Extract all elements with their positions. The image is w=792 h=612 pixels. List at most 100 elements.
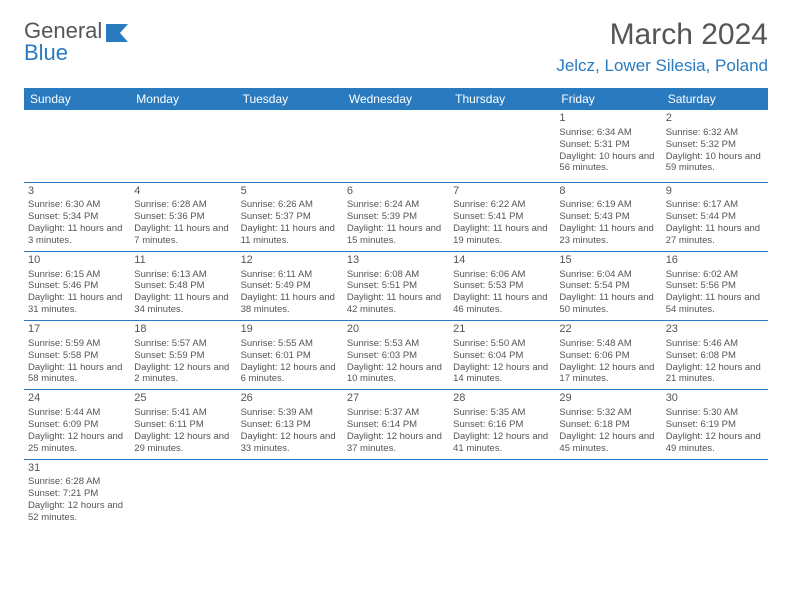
calendar-cell: 28Sunrise: 5:35 AMSunset: 6:16 PMDayligh… (449, 390, 555, 459)
day-number: 24 (28, 392, 126, 406)
day-header: Saturday (662, 88, 768, 110)
calendar-cell: 8Sunrise: 6:19 AMSunset: 5:43 PMDaylight… (555, 182, 661, 251)
day-number: 13 (347, 254, 445, 268)
day-info-line: Daylight: 10 hours and 59 minutes. (666, 151, 764, 175)
day-info-line: Daylight: 11 hours and 19 minutes. (453, 223, 551, 247)
day-info-line: Sunset: 6:18 PM (559, 419, 657, 431)
day-info-line: Daylight: 12 hours and 14 minutes. (453, 362, 551, 386)
day-number: 25 (134, 392, 232, 406)
calendar-cell: 9Sunrise: 6:17 AMSunset: 5:44 PMDaylight… (662, 182, 768, 251)
day-info-line: Sunset: 5:51 PM (347, 280, 445, 292)
day-header: Wednesday (343, 88, 449, 110)
day-info-line: Sunset: 5:53 PM (453, 280, 551, 292)
day-number: 16 (666, 254, 764, 268)
calendar-cell (24, 110, 130, 182)
day-header: Friday (555, 88, 661, 110)
day-info-line: Sunset: 5:32 PM (666, 139, 764, 151)
day-info-line: Sunrise: 6:28 AM (134, 199, 232, 211)
calendar-cell: 26Sunrise: 5:39 AMSunset: 6:13 PMDayligh… (237, 390, 343, 459)
day-info-line: Sunset: 7:21 PM (28, 488, 126, 500)
calendar-cell (662, 459, 768, 528)
day-info-line: Sunset: 5:56 PM (666, 280, 764, 292)
day-info-line: Sunset: 6:11 PM (134, 419, 232, 431)
calendar-cell: 7Sunrise: 6:22 AMSunset: 5:41 PMDaylight… (449, 182, 555, 251)
calendar-cell: 19Sunrise: 5:55 AMSunset: 6:01 PMDayligh… (237, 321, 343, 390)
calendar-cell (449, 110, 555, 182)
day-info-line: Daylight: 11 hours and 46 minutes. (453, 292, 551, 316)
location-subtitle: Jelcz, Lower Silesia, Poland (556, 56, 768, 76)
day-number: 28 (453, 392, 551, 406)
day-info-line: Sunset: 5:49 PM (241, 280, 339, 292)
day-number: 11 (134, 254, 232, 268)
day-info-line: Sunset: 5:39 PM (347, 211, 445, 223)
day-info-line: Sunrise: 5:48 AM (559, 338, 657, 350)
calendar-cell: 14Sunrise: 6:06 AMSunset: 5:53 PMDayligh… (449, 251, 555, 320)
day-header: Thursday (449, 88, 555, 110)
day-info-line: Sunset: 5:43 PM (559, 211, 657, 223)
day-info-line: Sunset: 5:34 PM (28, 211, 126, 223)
day-info-line: Sunrise: 5:39 AM (241, 407, 339, 419)
day-info-line: Sunset: 5:46 PM (28, 280, 126, 292)
day-info-line: Sunset: 5:37 PM (241, 211, 339, 223)
day-info-line: Sunset: 5:44 PM (666, 211, 764, 223)
calendar-cell (237, 110, 343, 182)
day-info-line: Sunrise: 6:15 AM (28, 269, 126, 281)
calendar-cell: 13Sunrise: 6:08 AMSunset: 5:51 PMDayligh… (343, 251, 449, 320)
day-number: 5 (241, 185, 339, 199)
day-number: 2 (666, 112, 764, 126)
calendar-cell (555, 459, 661, 528)
day-info-line: Sunrise: 5:30 AM (666, 407, 764, 419)
calendar-header-row: SundayMondayTuesdayWednesdayThursdayFrid… (24, 88, 768, 110)
day-info-line: Daylight: 11 hours and 7 minutes. (134, 223, 232, 247)
day-info-line: Sunset: 5:59 PM (134, 350, 232, 362)
day-info-line: Sunrise: 5:46 AM (666, 338, 764, 350)
calendar-cell: 30Sunrise: 5:30 AMSunset: 6:19 PMDayligh… (662, 390, 768, 459)
day-number: 8 (559, 185, 657, 199)
day-info-line: Daylight: 11 hours and 42 minutes. (347, 292, 445, 316)
day-info-line: Daylight: 11 hours and 23 minutes. (559, 223, 657, 247)
day-number: 17 (28, 323, 126, 337)
day-info-line: Daylight: 11 hours and 50 minutes. (559, 292, 657, 316)
day-info-line: Daylight: 11 hours and 58 minutes. (28, 362, 126, 386)
day-header: Monday (130, 88, 236, 110)
day-info-line: Sunrise: 6:02 AM (666, 269, 764, 281)
day-info-line: Sunrise: 6:19 AM (559, 199, 657, 211)
day-info-line: Daylight: 12 hours and 45 minutes. (559, 431, 657, 455)
day-info-line: Daylight: 11 hours and 34 minutes. (134, 292, 232, 316)
day-header: Sunday (24, 88, 130, 110)
flag-icon (106, 22, 128, 40)
calendar-cell (130, 110, 236, 182)
calendar-table: SundayMondayTuesdayWednesdayThursdayFrid… (24, 88, 768, 528)
day-number: 23 (666, 323, 764, 337)
calendar-body: 1Sunrise: 6:34 AMSunset: 5:31 PMDaylight… (24, 110, 768, 528)
title-block: March 2024 Jelcz, Lower Silesia, Poland (556, 18, 768, 76)
day-info-line: Sunrise: 6:06 AM (453, 269, 551, 281)
day-info-line: Sunrise: 6:34 AM (559, 127, 657, 139)
day-info-line: Sunset: 5:36 PM (134, 211, 232, 223)
day-info-line: Sunrise: 6:04 AM (559, 269, 657, 281)
day-number: 10 (28, 254, 126, 268)
calendar-cell: 3Sunrise: 6:30 AMSunset: 5:34 PMDaylight… (24, 182, 130, 251)
calendar-cell: 5Sunrise: 6:26 AMSunset: 5:37 PMDaylight… (237, 182, 343, 251)
calendar-cell: 21Sunrise: 5:50 AMSunset: 6:04 PMDayligh… (449, 321, 555, 390)
day-number: 19 (241, 323, 339, 337)
day-info-line: Daylight: 12 hours and 25 minutes. (28, 431, 126, 455)
day-info-line: Daylight: 11 hours and 54 minutes. (666, 292, 764, 316)
day-number: 1 (559, 112, 657, 126)
day-info-line: Daylight: 12 hours and 21 minutes. (666, 362, 764, 386)
day-info-line: Sunset: 6:19 PM (666, 419, 764, 431)
day-number: 22 (559, 323, 657, 337)
day-info-line: Daylight: 12 hours and 29 minutes. (134, 431, 232, 455)
calendar-cell: 29Sunrise: 5:32 AMSunset: 6:18 PMDayligh… (555, 390, 661, 459)
calendar-cell (343, 110, 449, 182)
calendar-cell: 4Sunrise: 6:28 AMSunset: 5:36 PMDaylight… (130, 182, 236, 251)
calendar-cell: 23Sunrise: 5:46 AMSunset: 6:08 PMDayligh… (662, 321, 768, 390)
calendar-cell: 10Sunrise: 6:15 AMSunset: 5:46 PMDayligh… (24, 251, 130, 320)
day-info-line: Sunrise: 5:53 AM (347, 338, 445, 350)
day-number: 29 (559, 392, 657, 406)
calendar-cell: 25Sunrise: 5:41 AMSunset: 6:11 PMDayligh… (130, 390, 236, 459)
day-info-line: Daylight: 11 hours and 27 minutes. (666, 223, 764, 247)
day-info-line: Sunset: 6:04 PM (453, 350, 551, 362)
day-info-line: Daylight: 12 hours and 37 minutes. (347, 431, 445, 455)
calendar-cell (343, 459, 449, 528)
